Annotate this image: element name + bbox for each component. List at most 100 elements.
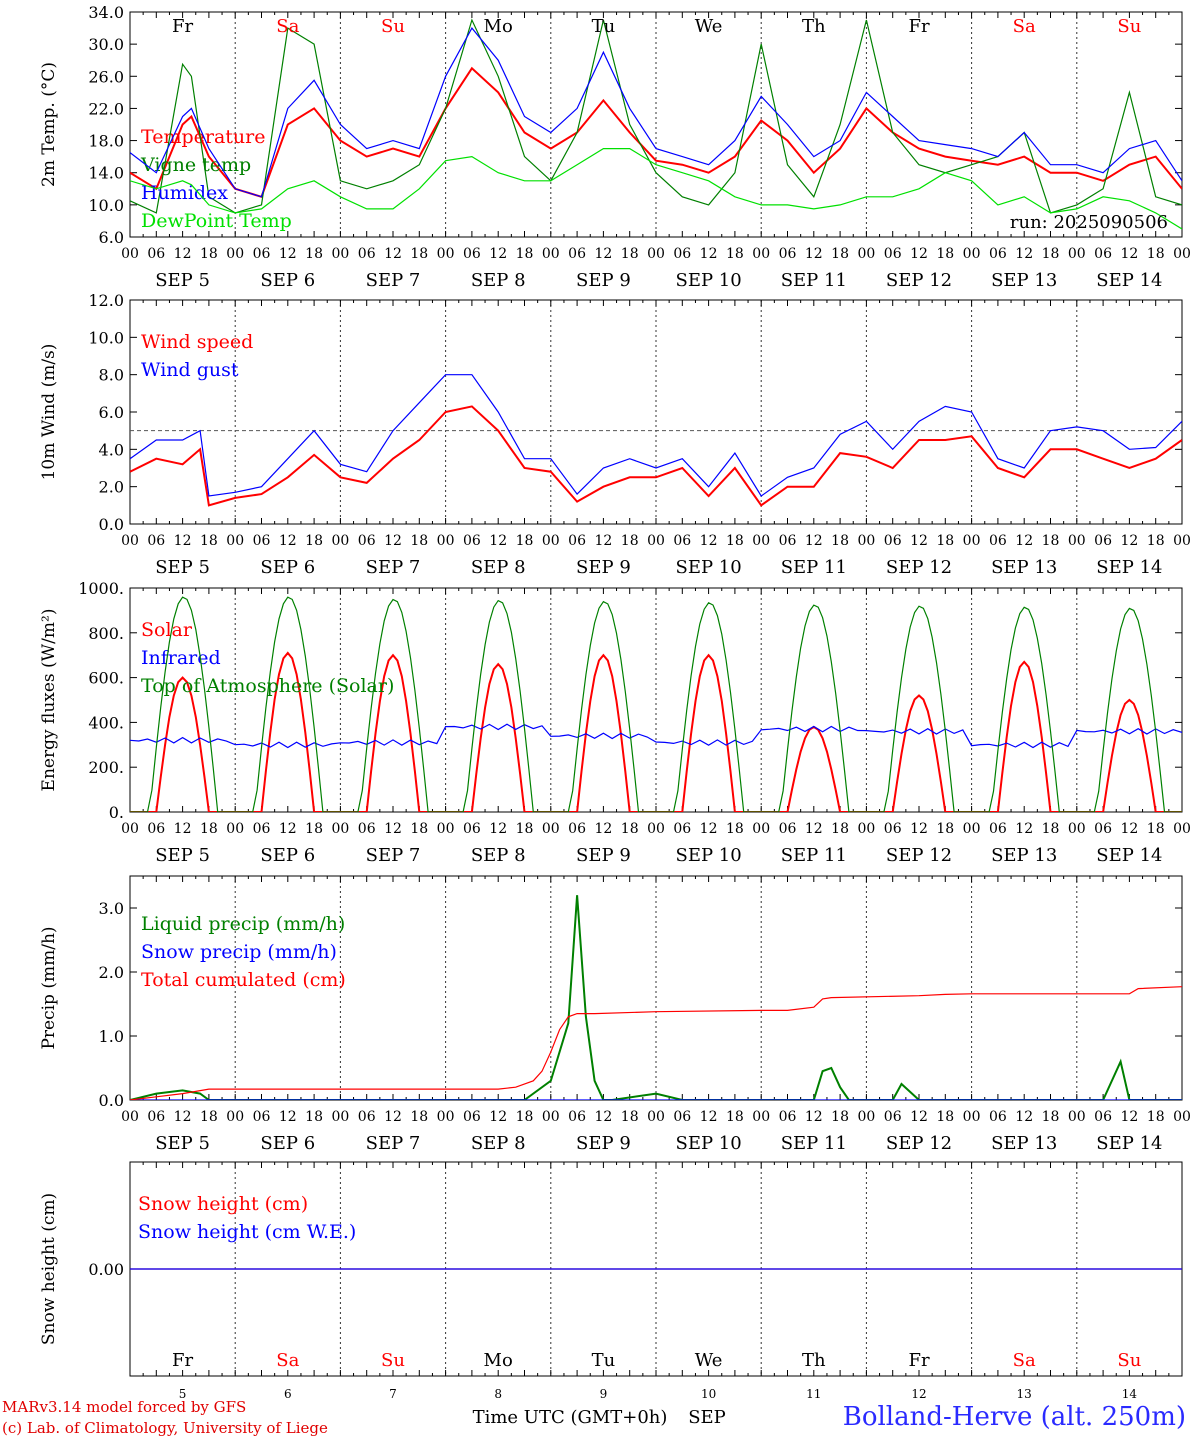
- hour-tick-label: 12: [174, 821, 192, 837]
- date-label: SEP 14: [1096, 845, 1162, 866]
- date-label: SEP 12: [886, 270, 952, 291]
- x-axis-month: SEP: [688, 1407, 726, 1428]
- hour-tick-label: 18: [726, 533, 744, 549]
- hour-tick-label: 18: [831, 1109, 849, 1125]
- x-axis-title: Time UTC (GMT+0h): [473, 1407, 668, 1428]
- hour-tick-label: 06: [358, 1109, 376, 1125]
- day-number: 12: [911, 1387, 926, 1401]
- hour-tick-label: 00: [1173, 246, 1191, 262]
- hour-tick-label: 00: [226, 821, 244, 837]
- hour-tick-label: 18: [936, 821, 954, 837]
- y-tick-label: 4.0: [99, 440, 124, 459]
- y-tick-label: 0.: [109, 803, 124, 822]
- day-name-bottom: Fr: [172, 1350, 193, 1371]
- hour-tick-label: 12: [910, 533, 928, 549]
- hour-tick-label: 06: [1094, 246, 1112, 262]
- hour-tick-label: 12: [910, 821, 928, 837]
- hour-tick-label: 06: [358, 533, 376, 549]
- hour-tick-label: 12: [805, 1109, 823, 1125]
- y-tick-label: 14.0: [88, 164, 124, 183]
- hour-tick-label: 18: [936, 1109, 954, 1125]
- legend-entry: Snow height (cm): [138, 1193, 308, 1215]
- hour-tick-label: 00: [647, 533, 665, 549]
- date-label: SEP 14: [1096, 270, 1162, 291]
- hour-tick-label: 12: [594, 246, 612, 262]
- date-label: SEP 11: [781, 557, 847, 578]
- hour-tick-label: 12: [805, 533, 823, 549]
- legend-entry: Snow height (cm W.E.): [138, 1221, 356, 1243]
- date-label: SEP 11: [781, 270, 847, 291]
- hour-tick-label: 12: [910, 1109, 928, 1125]
- legend-entry: Humidex: [141, 182, 228, 204]
- legend-entry: Wind speed: [141, 331, 253, 353]
- hour-tick-label: 06: [253, 1109, 271, 1125]
- hour-tick-label: 00: [1173, 1109, 1191, 1125]
- series-line: [130, 66, 1182, 199]
- y-tick-label: 34.0: [88, 3, 124, 22]
- legend-entry: Liquid precip (mm/h): [141, 913, 345, 935]
- series-line: [130, 723, 1182, 749]
- day-number: 13: [1017, 1387, 1032, 1401]
- hour-tick-label: 18: [831, 821, 849, 837]
- hour-tick-label: 06: [1094, 1109, 1112, 1125]
- date-label: SEP 11: [781, 845, 847, 866]
- hour-tick-label: 00: [121, 533, 139, 549]
- legend-entry: Infrared: [141, 647, 221, 669]
- y-tick-label: 1000.: [78, 579, 124, 598]
- legend-entry: Snow precip (mm/h): [141, 941, 337, 963]
- hour-tick-label: 00: [1068, 246, 1086, 262]
- day-name-bottom: Tu: [592, 1350, 616, 1371]
- hour-tick-label: 18: [516, 533, 534, 549]
- hour-tick-label: 06: [884, 533, 902, 549]
- day-name-bottom: Mo: [484, 1350, 513, 1371]
- day-name-top: Sa: [276, 16, 299, 37]
- legend-entry: DewPoint Temp: [141, 210, 292, 232]
- date-label: SEP 7: [366, 845, 421, 866]
- day-name-top: Mo: [484, 16, 513, 37]
- hour-tick-label: 00: [752, 246, 770, 262]
- day-number: 10: [701, 1387, 716, 1401]
- date-label: SEP 8: [471, 845, 526, 866]
- hour-tick-label: 12: [700, 821, 718, 837]
- date-label: SEP 5: [155, 845, 210, 866]
- panel-2: 12.0 10.0 8.0 6.0 4.0 2.0 0.0 10m Wind (m/s) Win…: [39, 291, 1191, 578]
- hour-tick-label: 00: [226, 533, 244, 549]
- hour-tick-label: 00: [226, 1109, 244, 1125]
- hour-tick-label: 00: [963, 821, 981, 837]
- hour-tick-label: 12: [1015, 821, 1033, 837]
- hour-tick-label: 12: [594, 821, 612, 837]
- hour-tick-label: 12: [700, 1109, 718, 1125]
- day-name-top: Th: [802, 16, 826, 37]
- y-axis-label: Snow height (cm): [39, 1193, 59, 1345]
- hour-tick-label: 00: [437, 246, 455, 262]
- hour-tick-label: 18: [621, 533, 639, 549]
- hour-tick-label: 06: [673, 533, 691, 549]
- hour-tick-label: 18: [200, 246, 218, 262]
- date-label: SEP 6: [260, 557, 315, 578]
- hour-tick-label: 12: [174, 533, 192, 549]
- hour-tick-label: 12: [384, 246, 402, 262]
- hour-tick-label: 06: [884, 821, 902, 837]
- hour-tick-label: 06: [463, 533, 481, 549]
- hour-tick-label: 18: [410, 246, 428, 262]
- hour-tick-label: 06: [568, 533, 586, 549]
- hour-tick-label: 06: [884, 246, 902, 262]
- hour-tick-label: 06: [568, 821, 586, 837]
- day-name-bottom: Sa: [1013, 1350, 1036, 1371]
- hour-tick-label: 06: [779, 533, 797, 549]
- hour-tick-label: 06: [779, 1109, 797, 1125]
- panel-5: 0.00 Snow height (cm) Snow height (cm) Snow…: [39, 1161, 1183, 1377]
- hour-tick-label: 00: [963, 246, 981, 262]
- hour-tick-label: 18: [726, 1109, 744, 1125]
- date-label: SEP 7: [366, 557, 421, 578]
- date-label: SEP 8: [471, 1133, 526, 1154]
- hour-tick-label: 06: [463, 821, 481, 837]
- y-tick-label: 2.0: [99, 478, 124, 497]
- hour-tick-label: 00: [542, 1109, 560, 1125]
- hour-tick-label: 12: [1120, 1109, 1138, 1125]
- hour-tick-label: 18: [1147, 246, 1165, 262]
- hour-tick-label: 12: [174, 246, 192, 262]
- hour-tick-label: 06: [989, 246, 1007, 262]
- hour-tick-label: 00: [331, 821, 349, 837]
